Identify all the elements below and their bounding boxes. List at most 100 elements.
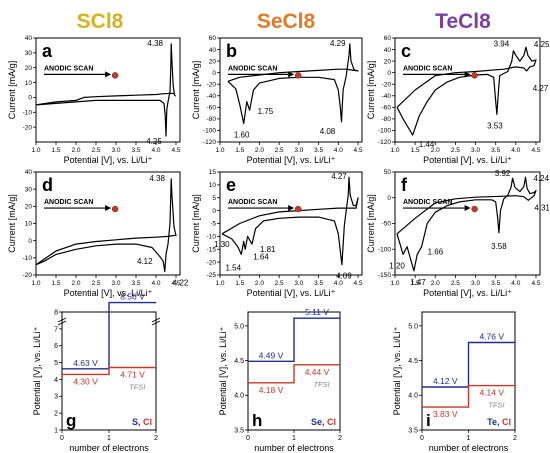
y-tick-label: 40 (209, 47, 217, 54)
y-tick-label: 4.5 (234, 358, 244, 365)
y-axis-label: Current [mA/g] (366, 61, 376, 120)
cv-curve (396, 176, 537, 272)
y-axis-label: Potential [V], vs. Li/Li⁺ (32, 326, 42, 415)
arrow-head (288, 205, 295, 212)
x-tick-label: 2.0 (71, 280, 80, 287)
y-tick-label: 20 (209, 58, 217, 65)
axis-break (57, 320, 67, 326)
y-tick-label: -10 (23, 255, 33, 262)
element-label-part: Cl (502, 417, 511, 427)
peak-label: 4.25 (146, 137, 162, 146)
peak-label: 1.64 (253, 252, 269, 261)
scan-start-marker (111, 205, 119, 213)
x-tick-label: 4.5 (354, 147, 363, 154)
panel-letter: f (401, 175, 408, 195)
peak-label: 1.44 (419, 140, 435, 149)
y-tick-label: 3 (54, 394, 58, 401)
x-tick-label: 2.0 (431, 280, 440, 287)
peak-label: 4.31 (534, 203, 550, 212)
cv-curve (221, 176, 359, 266)
y-tick-label: 5.0 (408, 323, 418, 330)
peak-label: 4.22 (173, 279, 189, 288)
panel-letter: h (252, 411, 262, 430)
x-tick-label: 1.5 (235, 280, 244, 287)
step-line (248, 364, 340, 384)
step-value-label: 4.76 V (479, 332, 504, 342)
x-tick-label: 4.5 (171, 280, 180, 287)
y-tick-label: -80 (207, 116, 217, 123)
x-tick-label: 4.0 (511, 147, 520, 154)
column-title-scl8: SCl8 (77, 10, 124, 33)
cv-curve (227, 43, 359, 125)
y-tick-label: -20 (23, 272, 33, 279)
anodic-scan-label: ANODIC SCAN (403, 65, 452, 72)
x-tick-label: 2.0 (431, 147, 440, 154)
y-tick-label: 2 (54, 411, 58, 418)
y-tick-label: 1 (54, 427, 58, 434)
step-value-label: 3.83 V (433, 409, 458, 419)
x-tick-label: 3.0 (111, 280, 120, 287)
x-tick-label: 3.5 (314, 147, 323, 154)
x-tick-label: 3.5 (491, 147, 500, 154)
x-tick-label: 0 (246, 435, 250, 442)
x-tick-label: 1.0 (31, 147, 40, 154)
element-label: S, Cl (132, 417, 152, 427)
y-tick-label: 0 (28, 238, 32, 245)
y-tick-label: -20 (382, 81, 392, 88)
x-tick-label: 1 (467, 435, 471, 442)
anodic-scan-label: ANODIC SCAN (228, 65, 277, 72)
panel-letter: d (42, 175, 53, 195)
x-axis-label: Potential [V], vs. Li/Li⁺ (247, 155, 336, 165)
y-tick-label: 0 (387, 195, 391, 202)
x-tick-label: 2.5 (91, 147, 100, 154)
cv-curve (396, 46, 537, 136)
x-tick-label: 1.0 (390, 147, 399, 154)
x-tick-label: 3.0 (294, 280, 303, 287)
y-tick-label: 8 (54, 309, 58, 316)
scan-start-marker (294, 72, 302, 79)
element-label: Se, Cl (311, 417, 336, 427)
x-tick-label: 3.0 (111, 147, 120, 154)
element-label: Te, Cl (487, 417, 511, 427)
x-tick-label: 4.5 (354, 280, 363, 287)
plot-frame (219, 37, 363, 143)
x-axis-label: Potential [V], vs. Li/Li⁺ (423, 155, 512, 165)
x-tick-label: 4.5 (171, 147, 180, 154)
y-tick-label: 40 (25, 169, 33, 176)
x-tick-label: 4.0 (334, 147, 343, 154)
peak-label: 4.38 (149, 174, 165, 183)
step-line (62, 301, 156, 370)
y-tick-label: 4.5 (408, 358, 418, 365)
peak-label: 3.58 (491, 242, 507, 251)
y-axis-label: Current [mA/g] (7, 194, 17, 253)
peak-label: 1.30 (214, 240, 230, 249)
peak-label: 4.25 (534, 40, 550, 49)
x-axis-label: Potential [V], vs. Li/Li⁺ (247, 288, 336, 298)
peak-label: 4.12 (137, 257, 153, 266)
step-value-label: 4.71 V (120, 369, 145, 379)
tfsi-label: TFSI (313, 380, 329, 389)
scan-start-marker (111, 72, 119, 79)
element-label-part: , (497, 417, 502, 427)
x-tick-label: 3.5 (131, 280, 140, 287)
step-line (422, 341, 515, 388)
arrow-head (288, 71, 295, 78)
cv-panel-f: f 1.0 1.5 2.0 2.5 3.0 3.5 4.0 4.5 -150 -100 -50 0 50 P… (366, 169, 550, 298)
element-label-part: , (322, 417, 327, 427)
step-line (62, 366, 156, 376)
x-tick-label: 3.0 (471, 280, 480, 287)
y-tick-label: 50 (384, 169, 392, 176)
panel-letter: c (401, 41, 411, 61)
y-tick-label: -20 (207, 259, 217, 266)
peak-label: 4.27 (533, 84, 549, 93)
x-tick-label: 3.5 (491, 280, 500, 287)
peak-label: 4.29 (330, 39, 346, 48)
step-value-label: 8.56 V (120, 292, 145, 302)
step-value-label: 4.49 V (259, 350, 284, 360)
x-tick-label: 2.0 (255, 147, 264, 154)
step-value-label: 4.44 V (305, 367, 330, 377)
x-tick-label: 1 (107, 435, 111, 442)
y-tick-label: 6 (54, 343, 58, 350)
x-tick-label: 1.0 (215, 147, 224, 154)
element-label-part: , (138, 417, 143, 427)
